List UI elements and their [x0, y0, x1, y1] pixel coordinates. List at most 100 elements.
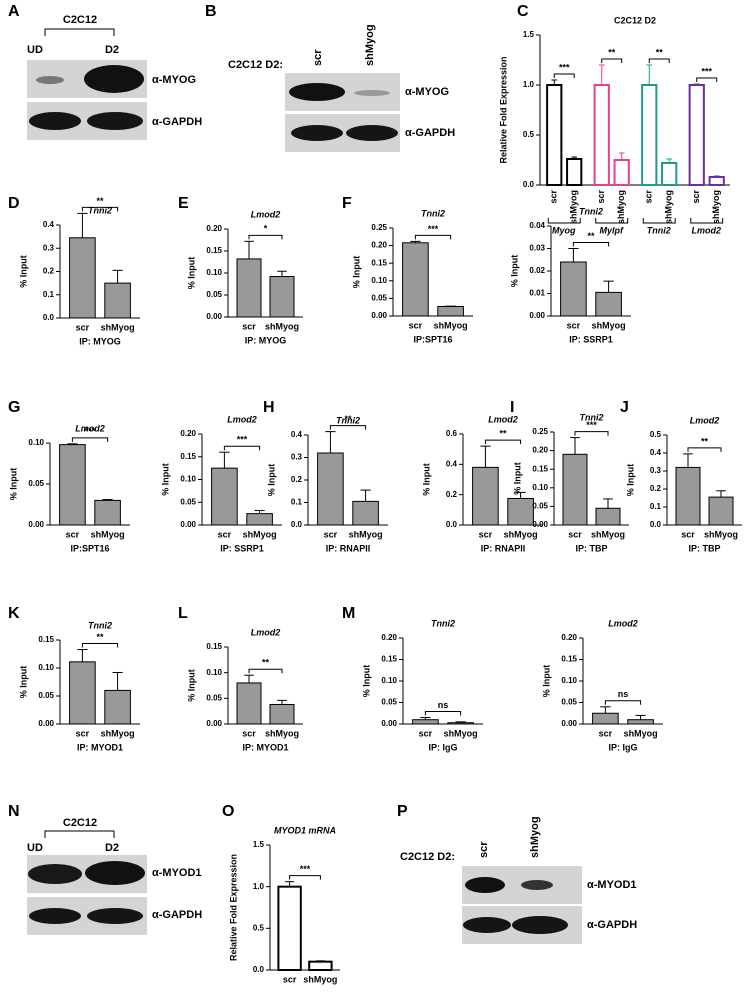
chart: Lmod2 0.00 0.05 0.10 0.15 0.20 % Input ns scr shM…	[541, 618, 663, 752]
y-axis-label: % Input	[186, 669, 196, 702]
lane-label: UD	[27, 44, 43, 56]
chart-title: Tnni2	[579, 206, 603, 216]
chart-title: C2C12 D2	[614, 15, 656, 25]
bar	[277, 885, 302, 972]
panel-letter: M	[342, 605, 355, 622]
antibody-label: α-MYOD1	[152, 867, 202, 879]
y-tick-label: 0.0	[253, 965, 265, 974]
x-tick-label: scr	[691, 190, 701, 204]
x-tick-label: shMyog	[616, 190, 626, 224]
bar	[308, 960, 333, 972]
x-axis-label: IP: MYOD1	[77, 742, 123, 752]
x-tick-label: scr	[644, 190, 654, 204]
bar	[562, 453, 588, 526]
significance-bracket	[648, 58, 670, 63]
x-tick-label: scr	[681, 529, 695, 539]
significance-bracket	[687, 447, 722, 452]
y-axis-label: % Input	[351, 256, 361, 289]
x-axis-label: IP:SPT16	[413, 334, 452, 344]
x-tick-label: shMyog	[591, 529, 625, 539]
blot-header: C2C12	[63, 14, 97, 26]
x-tick-label: scr	[242, 321, 256, 331]
y-tick-label: 0.10	[206, 268, 222, 277]
y-tick-label: 0.25	[532, 427, 548, 436]
x-tick-label: scr	[479, 529, 493, 539]
bar	[593, 84, 610, 186]
x-tick-label: shMyog	[434, 320, 468, 330]
y-tick-label: 0.0	[446, 520, 458, 529]
group-bracket	[547, 218, 581, 224]
x-tick-label: scr	[568, 529, 582, 539]
y-tick-label: 0.20	[532, 446, 548, 455]
y-tick-label: 0.03	[529, 244, 545, 253]
significance-label: ***	[559, 62, 570, 72]
antibody-label: α-MYOD1	[587, 879, 637, 891]
x-tick-label: scr	[599, 728, 613, 738]
y-tick-label: 0.00	[561, 719, 577, 728]
y-tick-label: 0.05	[206, 290, 222, 299]
panel-letter: D	[8, 195, 20, 212]
y-axis-label: % Input	[266, 464, 276, 497]
bar	[104, 282, 131, 319]
blot-b: C2C12 D2: scr shMyog α-MYOG α-GAPDH	[228, 24, 455, 152]
significance-label: **	[701, 436, 709, 446]
blot-header: C2C12	[63, 817, 97, 829]
x-axis-label: IP:SPT16	[70, 543, 109, 553]
significance-bracket	[601, 58, 623, 63]
x-tick-label: scr	[66, 529, 80, 539]
y-tick-label: 1.5	[253, 840, 265, 849]
y-tick-label: 0.00	[28, 520, 44, 529]
y-tick-label: 0.15	[371, 258, 387, 267]
y-tick-label: 0.05	[532, 502, 548, 511]
significance-label: **	[96, 196, 104, 206]
panel-letter: E	[178, 195, 189, 212]
y-axis-label: % Input	[541, 665, 551, 698]
lane-label: D2	[105, 842, 119, 854]
y-tick-label: 0.15	[561, 655, 577, 664]
y-tick-label: 0.05	[180, 497, 196, 506]
y-axis-label: % Input	[18, 666, 28, 699]
y-tick-label: 0.5	[253, 923, 265, 932]
antibody-label: α-MYOG	[152, 74, 196, 86]
significance-label: ns	[618, 689, 629, 699]
lane-label: shMyog	[529, 816, 541, 858]
bar	[566, 158, 583, 186]
chart: Lmod2 0.00 0.05 0.10 0.15 0.20 % Input * scr shMy…	[186, 209, 303, 345]
x-tick-label: scr	[76, 322, 90, 332]
panel-letter: A	[8, 3, 20, 20]
bracket	[44, 28, 115, 36]
antibody-label: α-GAPDH	[587, 919, 637, 931]
panel-letter: L	[178, 605, 188, 622]
y-tick-label: 0.20	[381, 633, 397, 642]
band	[87, 908, 143, 924]
bar	[675, 466, 701, 526]
panel-letter: F	[342, 195, 352, 212]
group-label: Mylpf	[600, 225, 625, 235]
y-tick-label: 0.2	[43, 267, 55, 276]
y-tick-label: 0.3	[650, 466, 662, 475]
significance-label: ***	[701, 66, 712, 76]
bar	[402, 242, 429, 317]
y-axis-label: % Input	[509, 255, 519, 288]
x-axis-label: IP: IgG	[609, 742, 638, 752]
group-label: Lmod2	[691, 225, 721, 235]
significance-bracket	[248, 668, 283, 674]
significance-label: ns	[438, 700, 449, 710]
band	[87, 112, 143, 130]
band	[29, 112, 81, 130]
x-axis-label: IP: MYOG	[245, 335, 287, 345]
bar	[447, 722, 474, 725]
x-tick-label: scr	[76, 728, 90, 738]
x-tick-label: shMyog	[624, 728, 658, 738]
y-tick-label: 0.10	[28, 438, 44, 447]
chart: Tnni2 0.0 0.1 0.2 0.3 0.4 % Input ** scr shMyog IP…	[266, 414, 388, 553]
chart: Tnni2 0.00 0.01 0.02 0.03 0.04 % Input ** scr shM…	[509, 206, 631, 344]
y-tick-label: 0.00	[532, 520, 548, 529]
significance-label: **	[96, 632, 104, 642]
antibody-label: α-GAPDH	[152, 116, 202, 128]
y-tick-label: 0.15	[532, 464, 548, 473]
y-tick-label: 0.1	[43, 290, 55, 299]
y-tick-label: 0.00	[180, 520, 196, 529]
group-bracket	[642, 218, 676, 224]
significance-bracket	[329, 425, 367, 430]
